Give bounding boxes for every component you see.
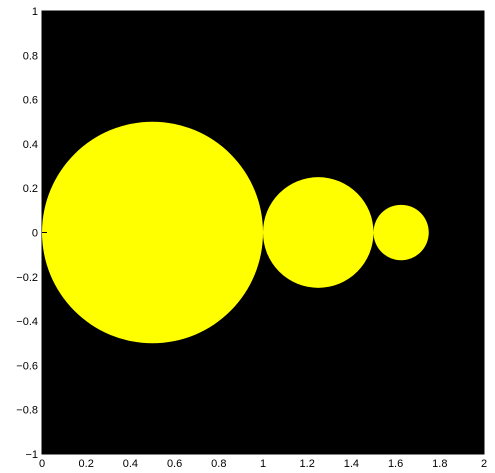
tick-labels-layer: 0 0.2 0.4 0.6 0.8 1 1.2 1.4 1.6 1.8 2 1 0.8 0.6 0.4 0.2…: [16, 6, 487, 470]
y-tick-label: 0.6: [23, 95, 38, 107]
x-tick-label: 1: [260, 458, 266, 470]
x-tick-label: 0.2: [79, 458, 94, 470]
ticks-layer: [41, 10, 485, 455]
x-tick-label: 2: [481, 458, 487, 470]
y-tick-label: −0.6: [16, 360, 38, 372]
x-tick-label: 1.6: [388, 458, 403, 470]
y-tick-label: 0.4: [23, 139, 38, 151]
y-tick-label: −1: [25, 449, 38, 461]
y-tick-label: 0.8: [23, 50, 38, 62]
x-tick-label: 1.4: [344, 458, 359, 470]
y-tick-label: −0.2: [16, 272, 38, 284]
circles-layer: [42, 121, 429, 344]
x-tick-label: 1.2: [300, 458, 315, 470]
y-tick-label: 0: [32, 228, 38, 240]
circle-3: [373, 204, 429, 261]
y-tick-label: −0.8: [16, 405, 38, 417]
x-tick-label: 0.4: [123, 458, 138, 470]
x-tick-label: 0.6: [167, 458, 182, 470]
circle-1: [42, 121, 263, 344]
y-tick-label: −0.4: [16, 316, 38, 328]
x-tick-label: 1.8: [432, 458, 447, 470]
circle-2: [263, 177, 374, 288]
y-tick-label: 1: [32, 6, 38, 18]
x-tick-label: 0: [39, 458, 45, 470]
y-tick-label: 0.2: [23, 183, 38, 195]
x-tick-label: 0.8: [211, 458, 226, 470]
